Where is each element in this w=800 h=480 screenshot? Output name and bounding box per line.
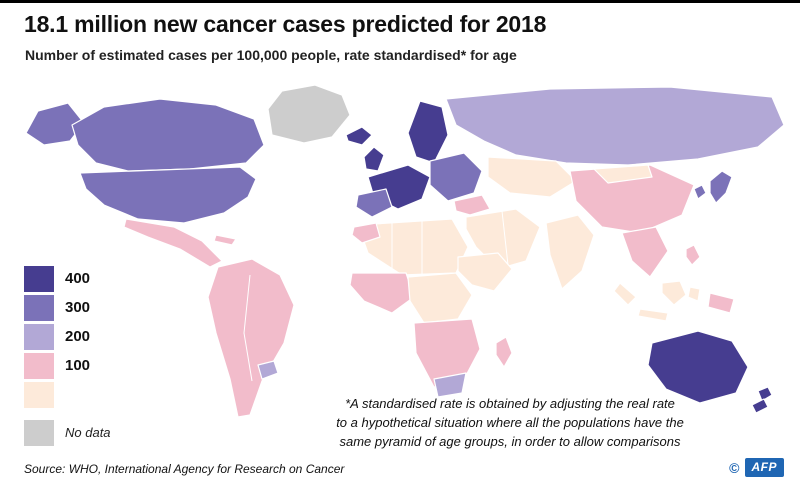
region-canada [71, 98, 265, 172]
region-russia [445, 86, 785, 166]
region-mexico-central-america [123, 218, 223, 268]
legend-row-300: 300 [24, 293, 111, 322]
region-java [637, 308, 669, 322]
page-title: 18.1 million new cancer cases predicted … [24, 11, 547, 37]
legend-swatch-400 [24, 265, 54, 292]
region-iberia [355, 188, 393, 218]
region-central-africa [407, 272, 473, 324]
region-iceland [345, 126, 373, 146]
legend-label-300: 300 [65, 299, 91, 316]
region-madagascar [495, 336, 513, 368]
footnote-line-2: to a hypothetical situation where all th… [336, 414, 684, 430]
legend-row-400: 400 [24, 264, 111, 293]
legend-row-nodata: No data [24, 418, 111, 447]
region-sumatra [613, 282, 637, 306]
page-subtitle: Number of estimated cases per 100,000 pe… [25, 47, 517, 63]
footnote: *A standardised rate is obtained by adju… [295, 395, 725, 452]
region-west-africa [349, 272, 415, 314]
region-south-africa [433, 372, 467, 398]
footnote-line-1: *A standardised rate is obtained by adju… [345, 396, 675, 411]
legend-label-100: 100 [65, 357, 91, 374]
legend-swatch-lowest [24, 381, 54, 408]
region-greenland [267, 84, 351, 144]
copyright-icon: © [729, 459, 740, 476]
region-korea [693, 184, 707, 200]
region-sulawesi [687, 286, 701, 302]
world-map [25, 84, 785, 418]
footnote-line-3: same pyramid of age groups, in order to … [339, 433, 681, 449]
region-central-asia [487, 156, 577, 198]
legend-swatch-300 [24, 294, 54, 321]
region-east-africa [457, 252, 513, 292]
region-india [545, 214, 595, 290]
region-turkey [453, 194, 491, 216]
region-uk [363, 146, 385, 172]
afp-wordmark: AFP [744, 458, 784, 477]
region-philippines [685, 244, 701, 266]
legend-swatch-200 [24, 323, 54, 350]
region-caribbean [213, 234, 237, 246]
country-border-lines [243, 210, 509, 382]
region-japan [709, 170, 733, 204]
region-uruguay [257, 360, 279, 380]
region-china [569, 164, 695, 234]
region-eastern-europe [429, 152, 483, 202]
legend-swatch-100 [24, 352, 54, 379]
source-text: Source: WHO, International Agency for Re… [24, 462, 345, 476]
region-southeast-asia [621, 226, 669, 278]
region-new-zealand-north [757, 386, 773, 402]
region-new-zealand-south [751, 398, 769, 414]
legend-label-400: 400 [65, 270, 91, 287]
legend: 400 300 200 100 No data [24, 264, 111, 447]
region-scandinavia [407, 100, 449, 164]
region-morocco [351, 222, 381, 244]
legend-label-nodata: No data [65, 425, 111, 440]
region-new-guinea [707, 292, 735, 314]
legend-row-100: 100 [24, 351, 111, 380]
legend-swatch-nodata [24, 419, 54, 446]
region-south-america [207, 258, 295, 418]
region-australia [647, 330, 749, 404]
legend-label-200: 200 [65, 328, 91, 345]
region-borneo [661, 280, 687, 306]
legend-row-lowest [24, 380, 111, 409]
afp-logo: © AFP [729, 458, 784, 477]
region-usa [79, 166, 257, 224]
legend-row-200: 200 [24, 322, 111, 351]
region-mongolia [593, 164, 653, 184]
